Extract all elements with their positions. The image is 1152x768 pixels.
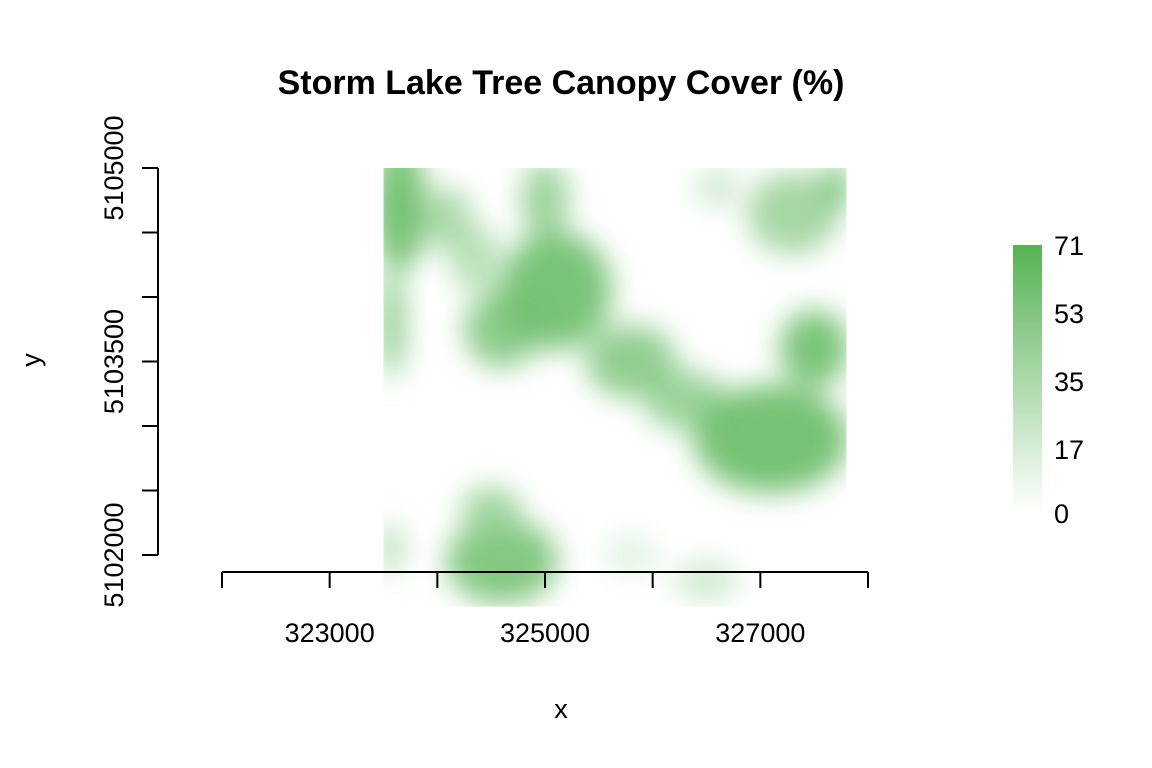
y-axis-label: y — [16, 353, 46, 367]
y-tick-label: 5103500 — [99, 309, 129, 414]
canopy-patch — [823, 168, 847, 214]
canopy-patch — [779, 309, 847, 388]
legend-tick-label: 53 — [1054, 299, 1084, 329]
color-legend: 0 17 35 53 71 — [1013, 231, 1084, 529]
canopy-patch — [521, 168, 569, 239]
canopy-patch — [695, 168, 739, 207]
y-tick-label: 5105000 — [99, 115, 129, 220]
canopy-patch — [499, 231, 612, 350]
canopy-patch — [693, 384, 847, 494]
canopy-patch — [383, 168, 427, 272]
x-tick-label: 325000 — [500, 618, 590, 648]
x-axis-label: x — [554, 694, 568, 724]
chart-title: Storm Lake Tree Canopy Cover (%) — [278, 64, 845, 102]
legend-color-bar — [1013, 245, 1042, 513]
canopy-patch — [585, 325, 677, 398]
canopy-patch — [383, 268, 404, 377]
canopy-patch — [674, 561, 739, 601]
legend-tick-label: 71 — [1054, 231, 1084, 261]
canopy-patch — [604, 533, 659, 577]
canopy-raster — [383, 168, 847, 605]
canopy-patch — [445, 518, 558, 605]
canopy-patch — [461, 486, 522, 534]
y-tick-label: 5102000 — [99, 502, 129, 607]
canopy-patch — [747, 171, 838, 255]
y-axis: 5102000 5103500 5105000 — [99, 115, 159, 608]
legend-tick-label: 17 — [1054, 435, 1084, 465]
x-tick-label: 327000 — [715, 618, 805, 648]
x-axis: 323000 325000 327000 — [221, 571, 869, 648]
canopy-patch — [450, 224, 500, 292]
legend-tick-label: 35 — [1054, 367, 1084, 397]
x-tick-label: 323000 — [285, 618, 375, 648]
canopy-patch — [383, 522, 400, 575]
legend-tick-label: 0 — [1054, 499, 1069, 529]
